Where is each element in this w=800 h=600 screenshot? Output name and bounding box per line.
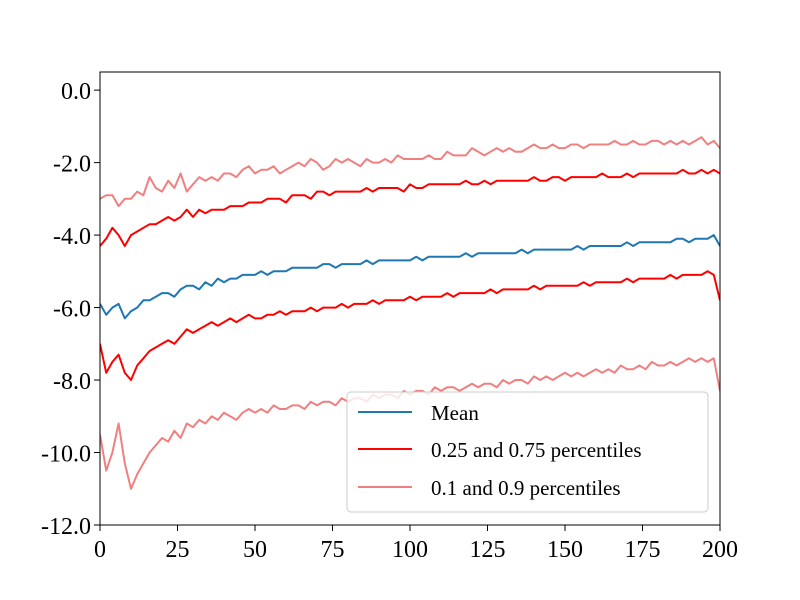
series-line-p25: [100, 270, 720, 381]
y-tick-label: -4.0: [53, 224, 91, 250]
x-tick-label: 25: [166, 537, 190, 563]
series-line-p90: [100, 136, 720, 208]
series-layer: [100, 136, 720, 490]
x-tick-label: 175: [625, 537, 661, 563]
legend-box: [346, 391, 709, 513]
x-tick-label: 100: [392, 537, 428, 563]
x-tick-label: 75: [321, 537, 345, 563]
x-tick-label: 0: [94, 537, 106, 563]
x-tick-label: 50: [243, 537, 267, 563]
y-tick-label: -2.0: [53, 152, 91, 178]
y-axis: 0.0 -2.0 -4.0 -6.0 -8.0 -10.0 -12.0: [41, 79, 100, 540]
series-line-mean: [100, 234, 720, 320]
legend-label-deciles: 0.1 and 0.9 percentiles: [431, 476, 621, 500]
y-tick-label: -6.0: [53, 297, 91, 323]
y-tick-label: -8.0: [53, 369, 91, 395]
x-tick-label: 150: [547, 537, 583, 563]
series-line-0-25-and-0-75-percentiles: [100, 168, 720, 247]
x-tick-label: 125: [470, 537, 506, 563]
y-tick-label: 0.0: [61, 79, 91, 105]
legend-label-quartiles: 0.25 and 0.75 percentiles: [431, 438, 642, 462]
x-tick-label: 200: [702, 537, 738, 563]
y-tick-label: -12.0: [41, 514, 91, 540]
legend-label-mean: Mean: [431, 401, 479, 425]
y-tick-label: -10.0: [41, 442, 91, 468]
x-axis: 0 25 50 75 100 125 150 175 200: [94, 525, 738, 563]
legend: Mean 0.25 and 0.75 percentiles 0.1 and 0…: [346, 391, 709, 513]
